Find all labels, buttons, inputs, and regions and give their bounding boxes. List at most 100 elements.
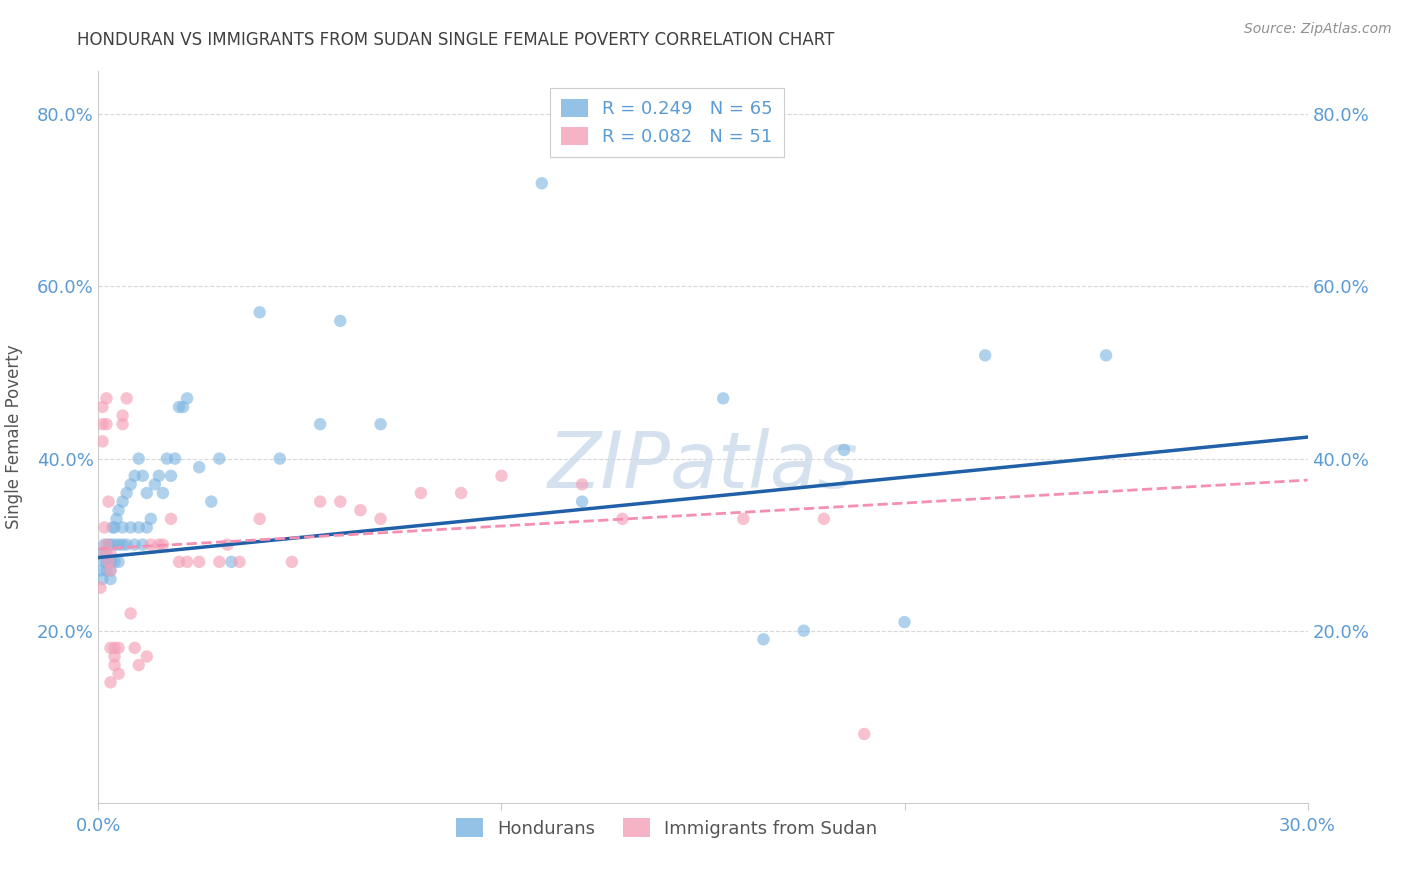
Point xyxy=(96,555,118,569)
Point xyxy=(100,675,122,690)
Point xyxy=(120,477,142,491)
Point xyxy=(167,555,190,569)
Text: HONDURAN VS IMMIGRANTS FROM SUDAN SINGLE FEMALE POVERTY CORRELATION CHART: HONDURAN VS IMMIGRANTS FROM SUDAN SINGLE… xyxy=(77,31,835,49)
Point xyxy=(135,520,157,534)
Point xyxy=(612,512,634,526)
Point xyxy=(733,512,755,526)
Point xyxy=(152,538,174,552)
Point xyxy=(93,546,115,560)
Point xyxy=(571,477,593,491)
Point xyxy=(200,494,222,508)
Point xyxy=(148,468,170,483)
Point xyxy=(91,417,114,432)
Point xyxy=(100,546,122,560)
Point xyxy=(208,555,231,569)
Point xyxy=(103,640,125,655)
Point xyxy=(107,538,129,552)
Point xyxy=(120,607,142,621)
Point xyxy=(160,468,183,483)
Point xyxy=(124,640,146,655)
Point xyxy=(208,451,231,466)
Text: ZIPatlas: ZIPatlas xyxy=(547,428,859,504)
Point xyxy=(309,494,332,508)
Point xyxy=(96,564,118,578)
Point xyxy=(101,520,124,534)
Point xyxy=(217,538,239,552)
Point xyxy=(370,512,392,526)
Point xyxy=(450,486,472,500)
Point xyxy=(752,632,775,647)
Point xyxy=(132,538,155,552)
Point xyxy=(221,555,243,569)
Point xyxy=(91,546,114,560)
Point xyxy=(111,494,134,508)
Point xyxy=(115,538,138,552)
Point xyxy=(172,400,194,414)
Point xyxy=(188,460,211,475)
Point xyxy=(793,624,815,638)
Point xyxy=(120,520,142,534)
Point xyxy=(167,400,190,414)
Point xyxy=(96,546,118,560)
Point xyxy=(1095,348,1118,362)
Point xyxy=(100,564,122,578)
Point xyxy=(491,468,513,483)
Point xyxy=(349,503,371,517)
Point xyxy=(135,486,157,500)
Point xyxy=(281,555,304,569)
Point xyxy=(135,649,157,664)
Point xyxy=(103,538,125,552)
Point xyxy=(813,512,835,526)
Point xyxy=(89,581,111,595)
Point xyxy=(132,468,155,483)
Point xyxy=(111,409,134,423)
Point xyxy=(96,417,118,432)
Point xyxy=(103,520,125,534)
Point xyxy=(124,538,146,552)
Point xyxy=(89,564,111,578)
Point xyxy=(974,348,997,362)
Point xyxy=(111,538,134,552)
Point xyxy=(100,555,122,569)
Point xyxy=(128,520,150,534)
Point xyxy=(124,468,146,483)
Point xyxy=(329,494,352,508)
Point xyxy=(176,392,198,406)
Point xyxy=(96,538,118,552)
Point xyxy=(97,555,120,569)
Point xyxy=(832,442,855,457)
Point xyxy=(139,512,162,526)
Point xyxy=(370,417,392,432)
Point xyxy=(103,555,125,569)
Point xyxy=(329,314,352,328)
Point xyxy=(100,538,122,552)
Point xyxy=(176,555,198,569)
Point xyxy=(91,434,114,449)
Point xyxy=(893,615,915,629)
Point xyxy=(97,494,120,508)
Point xyxy=(91,572,114,586)
Point xyxy=(571,494,593,508)
Point xyxy=(103,658,125,673)
Point xyxy=(107,555,129,569)
Point xyxy=(100,640,122,655)
Point xyxy=(103,649,125,664)
Point xyxy=(100,564,122,578)
Point xyxy=(269,451,291,466)
Point xyxy=(93,520,115,534)
Point xyxy=(111,520,134,534)
Point xyxy=(160,512,183,526)
Point xyxy=(853,727,876,741)
Point xyxy=(105,512,128,526)
Point xyxy=(139,538,162,552)
Point xyxy=(711,392,734,406)
Point xyxy=(249,305,271,319)
Point xyxy=(156,451,179,466)
Point xyxy=(96,392,118,406)
Legend: Hondurans, Immigrants from Sudan: Hondurans, Immigrants from Sudan xyxy=(449,811,884,845)
Point xyxy=(143,477,166,491)
Point xyxy=(530,176,553,190)
Point xyxy=(111,417,134,432)
Point xyxy=(97,555,120,569)
Point xyxy=(100,572,122,586)
